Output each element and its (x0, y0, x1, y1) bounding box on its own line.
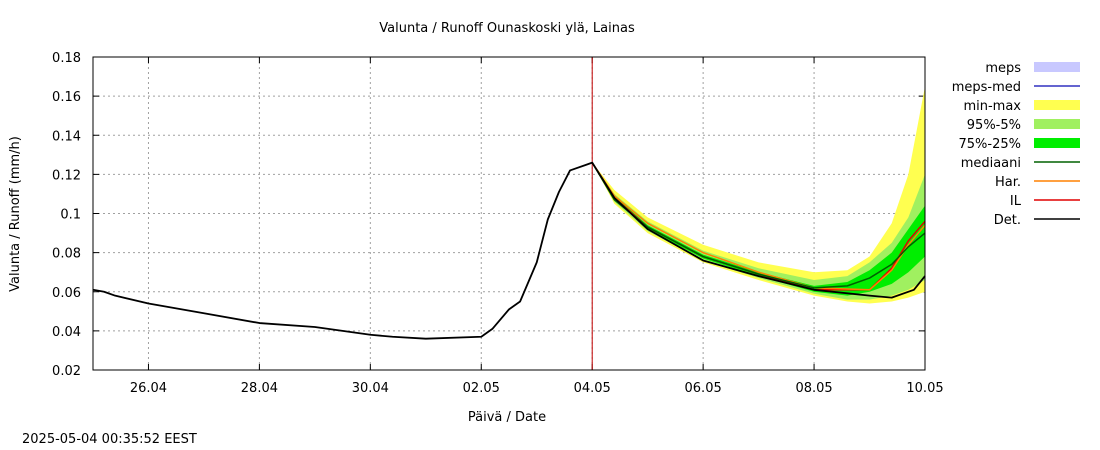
x-tick-label: 10.05 (906, 381, 943, 396)
legend-label: min-max (963, 99, 1021, 114)
y-tick-label: 0.1 (60, 208, 81, 223)
legend-swatch (1034, 100, 1080, 110)
legend-label: 75%-25% (959, 137, 1021, 152)
legend: meps meps-med min-max 95%-5% 75%-25% mediaani… (952, 61, 1080, 228)
band-75%-25% (592, 162, 925, 296)
x-tick-label: 26.04 (130, 381, 167, 396)
y-tick-label: 0.04 (52, 325, 81, 340)
x-tick-label: 08.05 (795, 381, 832, 396)
plot-area: 0.02 0.04 0.06 0.08 0.1 0.12 0.14 0.16 0.18 26.04… (52, 51, 944, 396)
legend-label: 95%-5% (967, 118, 1021, 133)
y-tick-label: 0.12 (52, 168, 81, 183)
legend-label: meps-med (952, 80, 1021, 95)
legend-label: Har. (995, 175, 1021, 190)
legend-label: meps (985, 61, 1021, 76)
chart-title: Valunta / Runoff Ounaskoski ylä, Lainas (379, 21, 635, 36)
legend-label: Det. (994, 213, 1021, 228)
legend-label: mediaani (961, 156, 1021, 171)
y-tick-label: 0.16 (52, 90, 81, 105)
y-tick-label: 0.08 (52, 247, 81, 262)
x-tick-label: 04.05 (574, 381, 611, 396)
y-tick-label: 0.02 (52, 364, 81, 379)
x-tick-label: 06.05 (685, 381, 722, 396)
x-tick-label: 30.04 (352, 381, 389, 396)
timestamp: 2025-05-04 00:35:52 EEST (22, 432, 197, 447)
series-Har. (591, 162, 926, 291)
series-Det. (92, 161, 926, 340)
legend-swatch (1034, 62, 1080, 72)
x-axis-label: Päivä / Date (468, 410, 546, 425)
legend-label: IL (1010, 194, 1022, 209)
y-tick-label: 0.18 (52, 51, 81, 66)
x-tick-label: 02.05 (463, 381, 500, 396)
x-tick-label: 28.04 (241, 381, 278, 396)
y-tick-label: 0.06 (52, 286, 81, 301)
plot-frame (92, 56, 926, 371)
legend-swatch (1034, 119, 1080, 129)
legend-swatch (1034, 138, 1080, 148)
y-axis-label: Valunta / Runoff (mm/h) (8, 136, 23, 292)
y-tick-label: 0.14 (52, 129, 81, 144)
